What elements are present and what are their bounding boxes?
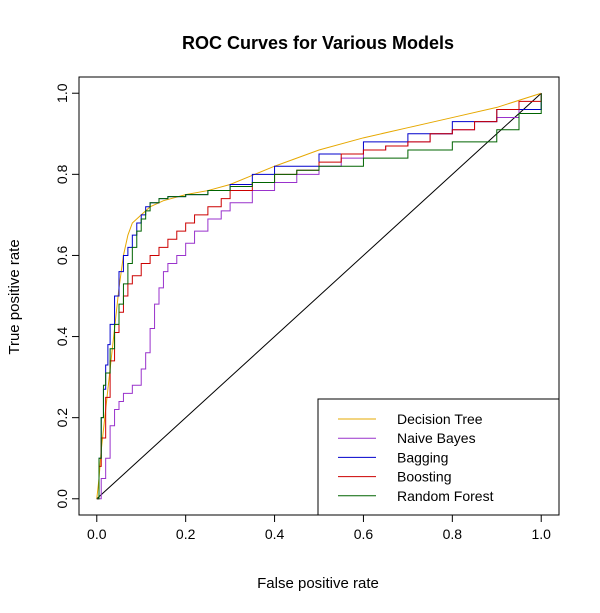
y-tick-label: 0.8	[54, 164, 70, 184]
x-tick-label: 0.0	[87, 526, 107, 542]
x-tick-label: 0.2	[176, 526, 196, 542]
y-tick-label: 0.0	[54, 489, 70, 509]
legend-label-naive-bayes: Naive Bayes	[397, 430, 476, 446]
x-tick-label: 0.8	[443, 526, 463, 542]
y-tick-label: 0.2	[54, 408, 70, 428]
y-tick-label: 1.0	[54, 83, 70, 103]
legend-label-bagging: Bagging	[397, 449, 448, 465]
legend: Decision Tree Naive Bayes Bagging Boosting R…	[317, 398, 560, 516]
legend-label-decision-tree: Decision Tree	[397, 411, 483, 427]
plot-frame	[78, 76, 560, 516]
y-tick-label: 0.6	[54, 246, 70, 266]
x-tick-label: 0.6	[354, 526, 374, 542]
x-tick-label: 0.4	[265, 526, 285, 542]
plot-area	[96, 92, 542, 500]
diagonal-reference-line	[96, 92, 542, 500]
x-axis-label: False positive rate	[257, 575, 379, 592]
chart-title: ROC Curves for Various Models	[182, 33, 454, 53]
y-tick-label: 0.4	[54, 327, 70, 347]
x-tick-label: 1.0	[531, 526, 551, 542]
y-axis-label: True positive rate	[6, 239, 23, 354]
legend-label-boosting: Boosting	[397, 469, 451, 485]
legend-label-random-forest: Random Forest	[397, 488, 494, 504]
axis-ticks: 0.0 0.2 0.4 0.6 0.8 1.0 0.0 0.2 0.4 0.6 0.8 1.0	[54, 83, 551, 542]
series-line-random-forest	[96, 93, 542, 500]
series-line-boosting	[96, 93, 542, 500]
